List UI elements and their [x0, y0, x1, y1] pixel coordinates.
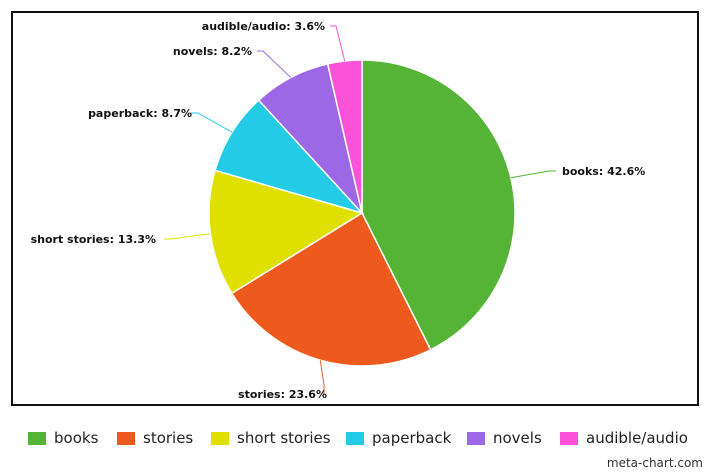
legend-swatch-short-stories — [211, 431, 229, 445]
pie-chart: books: 42.6% stories: 23.6% short stories:… — [31, 20, 646, 401]
chart-frame: books: 42.6% stories: 23.6% short stories:… — [11, 11, 699, 406]
pie-slice-short-stories — [208, 169, 364, 295]
legend-label-audible-audio: audible/audio — [586, 429, 688, 447]
legend-swatch-audible-audio — [560, 431, 578, 445]
legend-label-paperback: paperback — [372, 429, 452, 447]
slice-label-short-stories: short stories: 13.3% — [31, 233, 156, 246]
slice-label-novels: novels: 8.2% — [173, 45, 252, 58]
legend-swatch-novels — [467, 431, 485, 445]
legend-label-short-stories: short stories — [237, 429, 331, 447]
legend-item-audible-audio: audible/audio — [560, 427, 688, 449]
legend-swatch-stories — [117, 431, 135, 445]
legend-label-stories: stories — [143, 429, 194, 447]
pie-slice-paperback — [214, 99, 365, 215]
leader-line-short-stories — [164, 233, 211, 240]
legend-label-books: books — [54, 429, 99, 447]
legend-item-books: books — [28, 427, 98, 449]
legend-item-novels: novels — [467, 427, 542, 449]
slice-label-stories: stories: 23.6% — [238, 388, 327, 401]
pie-slice-audible-audio — [326, 59, 363, 214]
legend: books stories short stories paperback no… — [0, 427, 711, 449]
leader-line-stories — [319, 360, 325, 395]
leader-line-paperback — [191, 112, 233, 133]
leader-line-books — [510, 170, 556, 179]
legend-item-short-stories: short stories — [211, 427, 331, 449]
leader-line-novels — [257, 50, 292, 78]
legend-item-stories: stories — [117, 427, 193, 449]
leader-line-audible-audio — [330, 25, 346, 62]
legend-item-paperback: paperback — [346, 427, 451, 449]
legend-label-novels: novels — [493, 429, 542, 447]
legend-swatch-paperback — [346, 431, 364, 445]
slice-label-paperback: paperback: 8.7% — [88, 107, 192, 120]
credit-text: meta-chart.com — [606, 456, 703, 470]
pie-slice-stories — [230, 211, 432, 367]
slice-label-audible-audio: audible/audio: 3.6% — [202, 20, 325, 33]
slice-label-books: books: 42.6% — [562, 165, 645, 178]
legend-swatch-books — [28, 431, 46, 445]
